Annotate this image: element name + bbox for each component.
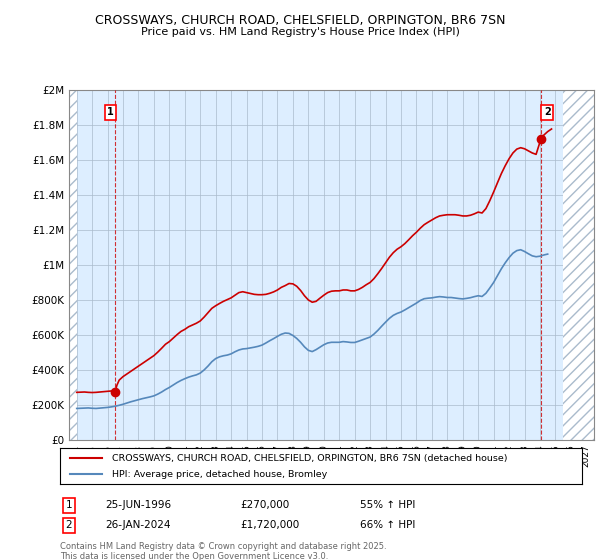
Text: 66% ↑ HPI: 66% ↑ HPI [360,520,415,530]
Text: 1: 1 [65,500,73,510]
Bar [69,90,77,440]
Text: Contains HM Land Registry data © Crown copyright and database right 2025.
This d: Contains HM Land Registry data © Crown c… [60,542,386,560]
Text: CROSSWAYS, CHURCH ROAD, CHELSFIELD, ORPINGTON, BR6 7SN (detached house): CROSSWAYS, CHURCH ROAD, CHELSFIELD, ORPI… [112,454,508,463]
Text: 1: 1 [107,108,114,118]
Text: 55% ↑ HPI: 55% ↑ HPI [360,500,415,510]
Text: 2: 2 [544,108,551,118]
Text: 2: 2 [65,520,73,530]
Text: HPI: Average price, detached house, Bromley: HPI: Average price, detached house, Brom… [112,470,328,479]
Text: 26-JAN-2024: 26-JAN-2024 [105,520,170,530]
Text: 25-JUN-1996: 25-JUN-1996 [105,500,171,510]
Text: Price paid vs. HM Land Registry's House Price Index (HPI): Price paid vs. HM Land Registry's House … [140,27,460,37]
Bar [563,90,594,440]
Text: £270,000: £270,000 [240,500,289,510]
Text: CROSSWAYS, CHURCH ROAD, CHELSFIELD, ORPINGTON, BR6 7SN: CROSSWAYS, CHURCH ROAD, CHELSFIELD, ORPI… [95,14,505,27]
Text: £1,720,000: £1,720,000 [240,520,299,530]
